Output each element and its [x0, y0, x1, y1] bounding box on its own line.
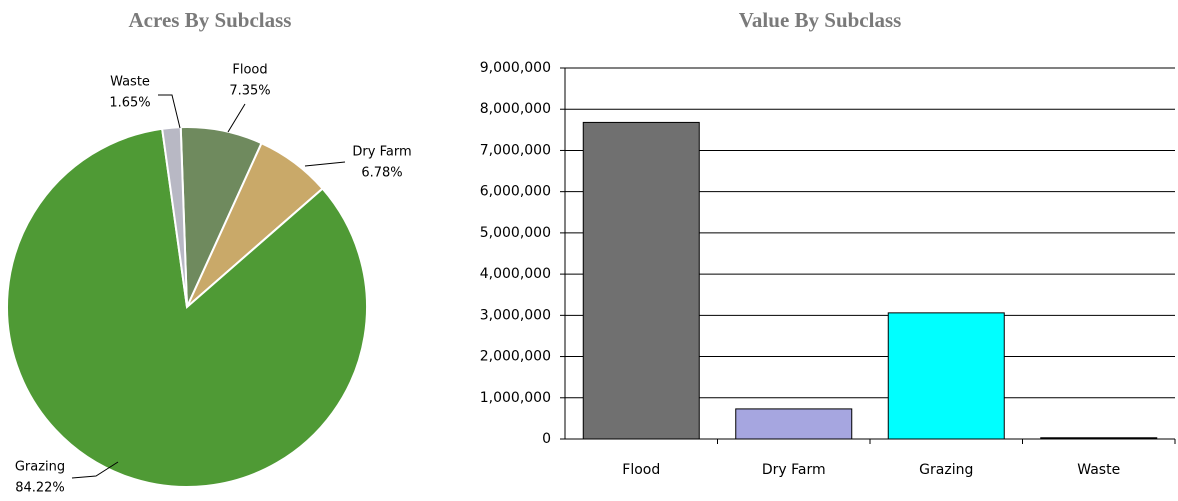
leader-line: [304, 161, 346, 167]
pie-title: Acres By Subclass: [129, 8, 292, 32]
y-tick-label: 9,000,000: [480, 60, 551, 76]
bar: [735, 408, 853, 440]
x-tick-label: Dry Farm: [762, 462, 826, 478]
y-tick-label: 5,000,000: [480, 225, 551, 241]
y-tick-label: 6,000,000: [480, 184, 551, 200]
x-tick-label: Flood: [622, 462, 660, 478]
y-tick-label: 3,000,000: [480, 307, 551, 323]
slice-percent: 6.78%: [361, 166, 402, 181]
slice-percent: 7.35%: [229, 84, 270, 99]
slice-name: Dry Farm: [352, 145, 411, 160]
slice-name: Flood: [232, 63, 267, 78]
y-tick-label: 0: [542, 431, 551, 447]
slice-percent: 84.22%: [15, 481, 65, 496]
y-tick-label: 2,000,000: [480, 349, 551, 365]
y-tick-label: 4,000,000: [480, 266, 551, 282]
x-tick-label: Grazing: [919, 462, 973, 478]
leader-line: [227, 103, 246, 133]
slice-name: Grazing: [15, 460, 65, 475]
pie-slice: [6, 127, 368, 488]
bar: [1040, 437, 1158, 440]
bar: [582, 121, 700, 440]
y-tick-label: 8,000,000: [480, 101, 551, 117]
x-tick-label: Waste: [1077, 462, 1120, 478]
slice-percent: 1.65%: [109, 96, 150, 111]
slice-name: Waste: [110, 75, 150, 90]
y-tick-label: 7,000,000: [480, 142, 551, 158]
y-tick-label: 1,000,000: [480, 390, 551, 406]
pie-slice: [161, 126, 188, 308]
bar: [887, 312, 1005, 440]
leader-line: [158, 94, 181, 129]
bar-title: Value By Subclass: [739, 8, 902, 32]
leader-line: [71, 461, 119, 479]
